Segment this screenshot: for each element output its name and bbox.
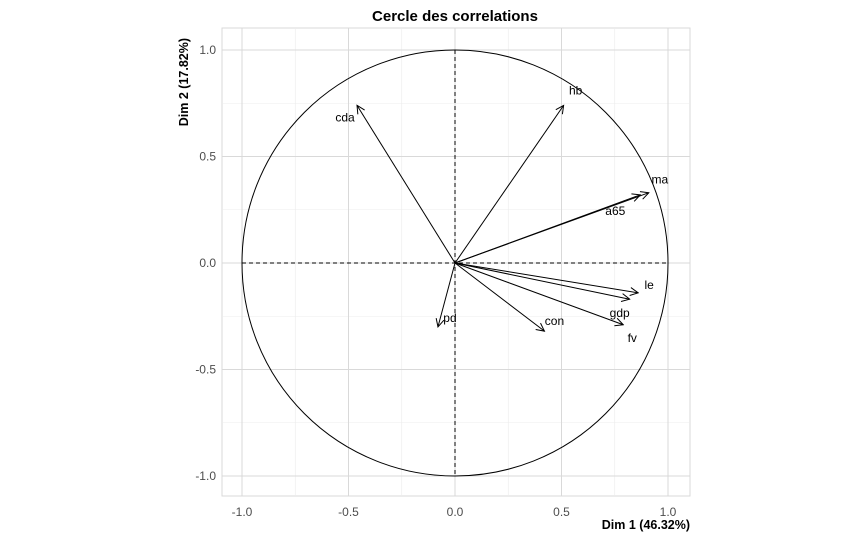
y-tick-label: -1.0 <box>195 469 216 483</box>
chart-title: Cercle des correlations <box>372 8 538 25</box>
label-ma: ma <box>651 173 668 187</box>
x-tick-label: 0.5 <box>553 505 570 519</box>
arrow-cda <box>357 105 456 264</box>
arrow-hb <box>454 105 564 264</box>
y-tick-label: -0.5 <box>195 363 216 377</box>
x-axis-label: Dim 1 (46.32%) <box>602 518 690 532</box>
x-tick-label: -1.0 <box>232 505 253 519</box>
label-a65: a65 <box>605 204 625 218</box>
minor-grid <box>222 28 690 496</box>
label-fv: fv <box>628 331 637 345</box>
arrow-con <box>454 262 544 331</box>
arrow-le <box>454 262 638 293</box>
label-gdp: gdp <box>610 306 630 320</box>
y-tick-labels: -1.0 -0.5 0.0 0.5 1.0 <box>195 43 216 483</box>
label-le: le <box>645 278 655 292</box>
variable-labels: hb cda ma a65 le gdp fv con pd <box>335 83 668 344</box>
label-cda: cda <box>335 110 355 124</box>
y-tick-label: 0.5 <box>199 150 216 164</box>
y-axis-label: Dim 2 (17.82%) <box>177 38 191 126</box>
x-tick-label: 0.0 <box>447 505 464 519</box>
arrow-fv <box>454 262 623 325</box>
x-tick-label: 1.0 <box>660 505 677 519</box>
label-pd: pd <box>443 311 456 325</box>
y-tick-label: 0.0 <box>199 256 216 270</box>
arrow-a65 <box>454 195 640 264</box>
variable-arrows <box>357 105 649 331</box>
y-tick-label: 1.0 <box>199 43 216 57</box>
x-tick-label: -0.5 <box>338 505 359 519</box>
arrow-gdp <box>454 262 630 299</box>
arrow-pd <box>438 262 456 327</box>
unit-circle <box>241 49 669 477</box>
x-tick-labels: -1.0 -0.5 0.0 0.5 1.0 <box>232 505 677 519</box>
label-con: con <box>545 314 564 328</box>
label-hb: hb <box>569 83 583 97</box>
